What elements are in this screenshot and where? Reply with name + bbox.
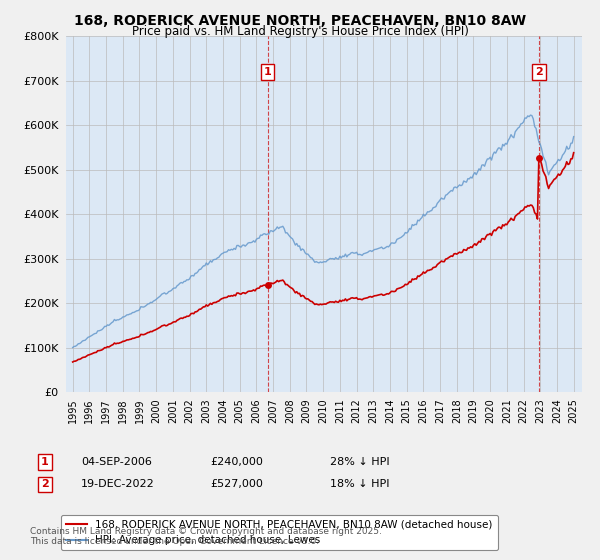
Text: Price paid vs. HM Land Registry's House Price Index (HPI): Price paid vs. HM Land Registry's House … xyxy=(131,25,469,38)
Text: 1: 1 xyxy=(263,67,271,77)
Text: 2: 2 xyxy=(41,479,49,489)
Text: 1: 1 xyxy=(41,457,49,467)
Text: 04-SEP-2006: 04-SEP-2006 xyxy=(81,457,152,467)
Text: £527,000: £527,000 xyxy=(210,479,263,489)
Text: 168, RODERICK AVENUE NORTH, PEACEHAVEN, BN10 8AW: 168, RODERICK AVENUE NORTH, PEACEHAVEN, … xyxy=(74,14,526,28)
Text: 2: 2 xyxy=(535,67,543,77)
Text: 19-DEC-2022: 19-DEC-2022 xyxy=(81,479,155,489)
Text: 28% ↓ HPI: 28% ↓ HPI xyxy=(330,457,389,467)
Text: £240,000: £240,000 xyxy=(210,457,263,467)
Legend: 168, RODERICK AVENUE NORTH, PEACEHAVEN, BN10 8AW (detached house), HPI: Average : 168, RODERICK AVENUE NORTH, PEACEHAVEN, … xyxy=(61,515,498,550)
Text: 18% ↓ HPI: 18% ↓ HPI xyxy=(330,479,389,489)
Text: Contains HM Land Registry data © Crown copyright and database right 2025.
This d: Contains HM Land Registry data © Crown c… xyxy=(30,526,382,546)
